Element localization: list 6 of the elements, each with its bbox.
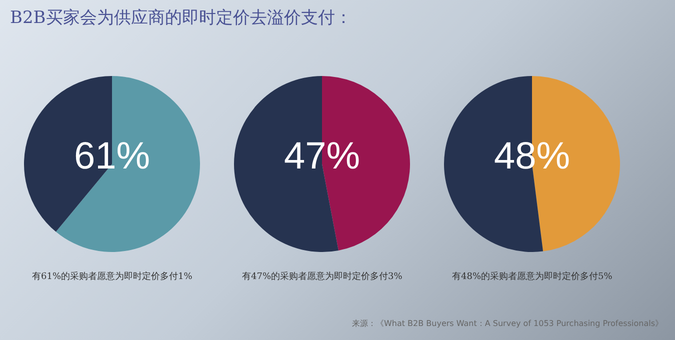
text: 有48%的采购者愿意为即时定价多付5% <box>452 270 612 283</box>
text: 有61%的采购者愿意为即时定价多付1% <box>32 270 192 283</box>
data-label: 47% <box>284 135 360 178</box>
source-note: 来源：《What B2B Buyers Want：A Survey of 1053 Purchasing Professionals》 <box>352 318 663 329</box>
chart-title: B2B买家会为供应商的即时定价去溢价支付： <box>10 7 352 29</box>
text: 有47%的采购者愿意为即时定价多付3% <box>242 270 402 283</box>
